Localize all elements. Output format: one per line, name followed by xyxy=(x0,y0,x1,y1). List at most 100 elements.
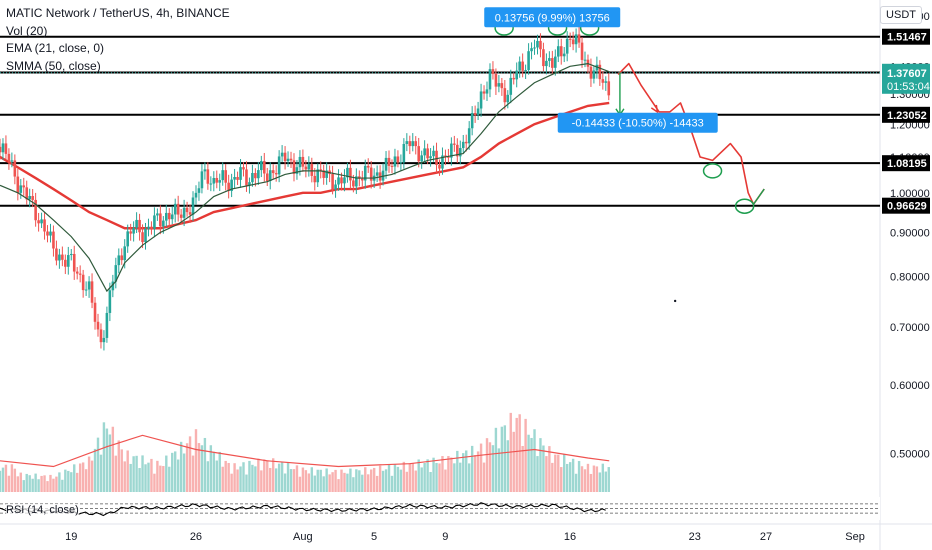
volume-bar xyxy=(408,463,411,492)
volume-bar xyxy=(174,451,177,492)
candle-body xyxy=(524,70,527,72)
candle-body xyxy=(52,231,55,249)
candle-body xyxy=(159,213,162,227)
candle-body xyxy=(19,185,23,193)
candle-body xyxy=(260,161,263,171)
volume-bar xyxy=(420,467,423,492)
candle-body xyxy=(491,69,495,74)
current-price-box xyxy=(882,63,930,94)
volume-bar xyxy=(530,437,533,492)
symbol-title[interactable]: MATIC Network / TetherUS, 4h, BINANCE xyxy=(6,6,230,20)
x-tick-label: 26 xyxy=(190,531,202,543)
volume-bar xyxy=(607,467,610,492)
candle-body xyxy=(84,289,88,291)
volume-bar xyxy=(518,414,521,492)
volume-bar xyxy=(191,455,195,492)
indicator-ema[interactable]: EMA (21, close, 0) xyxy=(6,41,105,55)
volume-bar xyxy=(301,467,305,492)
volume-bar xyxy=(381,470,385,492)
currency-button[interactable]: USDT xyxy=(880,6,922,24)
level-price-label-box xyxy=(882,197,930,214)
candle-body xyxy=(43,219,46,232)
volume-bar xyxy=(295,465,299,492)
candle-body xyxy=(90,281,94,303)
volume-bar xyxy=(242,462,245,492)
rsi-label[interactable]: RSI (14, close) xyxy=(6,504,79,516)
candle-body xyxy=(7,153,11,162)
volume-bar xyxy=(429,471,432,492)
volume-bar xyxy=(601,463,605,492)
candle-body xyxy=(182,207,186,218)
candle-body xyxy=(75,271,79,274)
candle-body xyxy=(548,58,551,61)
volume-bar xyxy=(512,431,515,492)
volume-bar xyxy=(438,463,441,492)
volume-bar xyxy=(447,456,450,492)
volume-bar xyxy=(22,480,25,492)
volume-bar xyxy=(358,470,361,492)
volume-bar xyxy=(227,462,230,492)
candle-body xyxy=(248,182,251,186)
candle-body xyxy=(78,273,82,275)
candle-body xyxy=(212,177,216,184)
candle-body xyxy=(64,259,67,267)
volume-bar xyxy=(554,454,557,492)
indicator-smma[interactable]: SMMA (50, close) xyxy=(6,58,101,73)
volume-bar xyxy=(37,479,40,492)
candle-body xyxy=(203,169,207,172)
volume-bar xyxy=(473,455,477,492)
volume-bar xyxy=(168,466,171,492)
candle-body xyxy=(280,152,284,157)
y-tick-label: 0.50000 xyxy=(890,448,930,460)
candle-body xyxy=(114,265,118,282)
candle-body xyxy=(283,152,287,162)
volume-bar xyxy=(298,476,302,492)
candle-body xyxy=(10,160,14,162)
volume-bar xyxy=(453,463,456,492)
candle-body xyxy=(111,281,115,291)
volume-bar xyxy=(257,458,260,492)
measurement-label: -0.14433 (-10.50%) -14433 xyxy=(572,118,704,130)
volume-bar xyxy=(73,464,76,492)
volume-bar xyxy=(99,454,103,492)
candle-body xyxy=(369,167,373,181)
candle-body xyxy=(387,157,391,166)
indicator-volume[interactable]: Vol (20) xyxy=(6,23,48,38)
volume-bar xyxy=(179,441,183,492)
candle-body xyxy=(509,77,513,95)
candle-body xyxy=(230,179,233,191)
candle-body xyxy=(545,60,548,67)
level-price-label: 1.08195 xyxy=(887,158,927,170)
volume-bar xyxy=(355,469,358,492)
volume-bar xyxy=(266,460,269,492)
level-price-label: 1.23052 xyxy=(887,110,927,122)
candle-body xyxy=(464,141,468,144)
volume-bar xyxy=(105,428,109,492)
volume-bar xyxy=(289,469,293,492)
candle-body xyxy=(194,192,198,198)
volume-bar xyxy=(31,478,34,492)
candle-body xyxy=(295,167,299,174)
candle-body xyxy=(286,158,290,162)
candle-body xyxy=(476,108,480,115)
candle-body xyxy=(55,248,58,261)
y-tick-label: 0.80000 xyxy=(890,272,930,284)
candle-body xyxy=(497,83,501,87)
volume-bar xyxy=(200,445,204,492)
candle-body xyxy=(72,253,76,272)
candle-body xyxy=(444,155,447,157)
candle-body xyxy=(28,196,31,200)
candle-body xyxy=(0,146,2,153)
candle-body xyxy=(512,77,516,80)
volume-bar xyxy=(411,462,414,492)
candle-body xyxy=(399,162,403,164)
volume-bar xyxy=(524,418,527,492)
candle-body xyxy=(81,274,85,291)
volume-bar xyxy=(40,475,43,492)
candle-body xyxy=(429,156,432,159)
volume-bar xyxy=(417,459,420,492)
candle-body xyxy=(310,163,314,176)
candle-body xyxy=(22,185,26,188)
